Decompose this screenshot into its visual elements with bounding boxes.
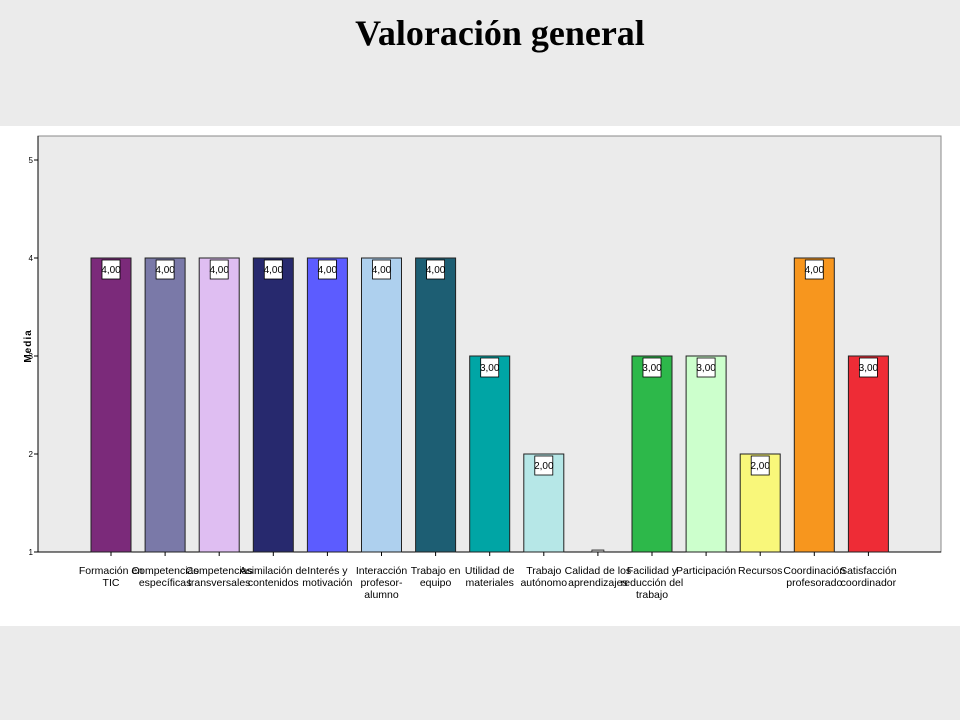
value-label-box <box>750 455 770 476</box>
slide-title: Valoración general <box>355 13 645 53</box>
category-label: Trabajo en equipo <box>411 565 461 589</box>
bar <box>306 257 348 553</box>
bar <box>415 257 457 553</box>
category-label-line: Recursos <box>738 565 782 577</box>
value-label: 4,00 <box>155 265 175 276</box>
category-label: Interés y motivación <box>302 565 352 589</box>
value-label: 3,00 <box>480 363 500 374</box>
category-label-line: equipo <box>420 577 452 589</box>
category-label-line: Facilidad y <box>627 565 678 577</box>
value-label-box <box>426 259 446 280</box>
category-label-line: coordinador <box>841 577 897 589</box>
category-label: Satisfacción coordinador <box>840 565 897 589</box>
y-axis-label: Media <box>23 329 34 362</box>
category-label-line: Interacción <box>356 565 408 577</box>
category-label: Coordinación profesorado <box>783 565 845 589</box>
category-label-line: Interés y <box>307 565 348 577</box>
category-label-line: Calidad de los <box>565 565 632 577</box>
category-label-line: aprendizajes <box>568 577 628 589</box>
value-label-box <box>209 259 229 280</box>
value-label: 4,00 <box>372 265 392 276</box>
value-label-box <box>263 259 283 280</box>
category-label-line: Satisfacción <box>840 565 897 577</box>
bar <box>847 355 889 553</box>
y-tick-label: 5 <box>29 156 34 165</box>
category-label-line: transversales <box>188 577 250 589</box>
category-label-line: trabajo <box>636 589 668 601</box>
bar <box>631 355 673 553</box>
value-label: 3,00 <box>642 363 662 374</box>
bar <box>685 355 727 553</box>
bar <box>198 257 240 553</box>
category-label: Trabajo autónomo <box>520 565 567 589</box>
value-label: 3,00 <box>859 363 879 374</box>
category-label-line: alumno <box>364 589 399 601</box>
category-label-line: Trabajo en <box>411 565 461 577</box>
bar <box>591 549 605 553</box>
category-label-line: Competencias <box>132 565 199 577</box>
category-label: Asimilación de contenidos <box>239 565 307 589</box>
value-label: 4,00 <box>426 265 446 276</box>
value-labels: 4,00 4,00 4,00 4,00 4,00 4,00 4,00 3,00 2,00 3,00… <box>101 259 879 476</box>
value-label: 2,00 <box>534 461 554 472</box>
value-label: 2,00 <box>750 461 770 472</box>
value-label: 4,00 <box>805 265 825 276</box>
value-label-box <box>372 259 391 280</box>
y-tick-label: 3 <box>29 352 34 361</box>
value-label: 4,00 <box>264 265 284 276</box>
value-label: 4,00 <box>101 265 121 276</box>
category-label-line: materiales <box>465 577 513 589</box>
value-label-box <box>804 259 824 280</box>
category-label: Competencias transversales <box>186 565 253 589</box>
category-label-line: Coordinación <box>783 565 845 577</box>
bar <box>252 257 294 553</box>
category-label-line: específicas <box>139 577 192 589</box>
category-label: Interacción profesor-alumno <box>356 565 408 601</box>
y-tick-label: 1 <box>29 548 34 557</box>
y-ticks: 1 2 3 4 5 <box>29 156 38 557</box>
bar <box>469 355 511 553</box>
category-label-line: profesor- <box>360 577 403 589</box>
category-label: Facilidad y reducción del trabajo <box>621 565 683 601</box>
category-label-line: profesorado <box>786 577 842 589</box>
category-label-line: Asimilación de <box>239 565 307 577</box>
category-label: Calidad de los aprendizajes <box>565 565 632 589</box>
category-label-line: motivación <box>302 577 352 589</box>
value-label: 3,00 <box>696 363 716 374</box>
category-label: Utilidad de materiales <box>465 565 515 589</box>
value-label-box <box>155 259 175 280</box>
bar <box>144 257 186 553</box>
category-label-line: reducción del <box>621 577 683 589</box>
value-label-box <box>534 455 554 476</box>
value-label-box <box>696 357 716 378</box>
y-tick-label: 4 <box>29 254 34 263</box>
category-label-line: contenidos <box>248 577 299 589</box>
category-label-line: Utilidad de <box>465 565 515 577</box>
bar <box>361 257 402 553</box>
category-label-line: TIC <box>103 577 120 589</box>
category-label-line: Trabajo <box>526 565 561 577</box>
category-label-line: autónomo <box>520 577 567 589</box>
value-label-box <box>859 357 878 378</box>
category-label-line: Formación en <box>79 565 143 577</box>
category-label: Formación en TIC <box>79 565 143 589</box>
value-label-box <box>101 259 121 280</box>
bar <box>90 257 132 553</box>
category-label-line: Competencias <box>186 565 253 577</box>
value-label-box <box>317 259 337 280</box>
bar <box>793 257 835 553</box>
category-label: Participación <box>676 565 736 577</box>
bars <box>90 257 889 553</box>
category-label-line: Participación <box>676 565 736 577</box>
value-label-box <box>642 357 662 378</box>
category-label: Competencias específicas <box>132 565 199 589</box>
value-label: 4,00 <box>209 265 229 276</box>
value-label-box <box>480 357 500 378</box>
y-tick-label: 2 <box>29 450 34 459</box>
category-label: Recursos <box>738 565 782 577</box>
value-label: 4,00 <box>318 265 338 276</box>
